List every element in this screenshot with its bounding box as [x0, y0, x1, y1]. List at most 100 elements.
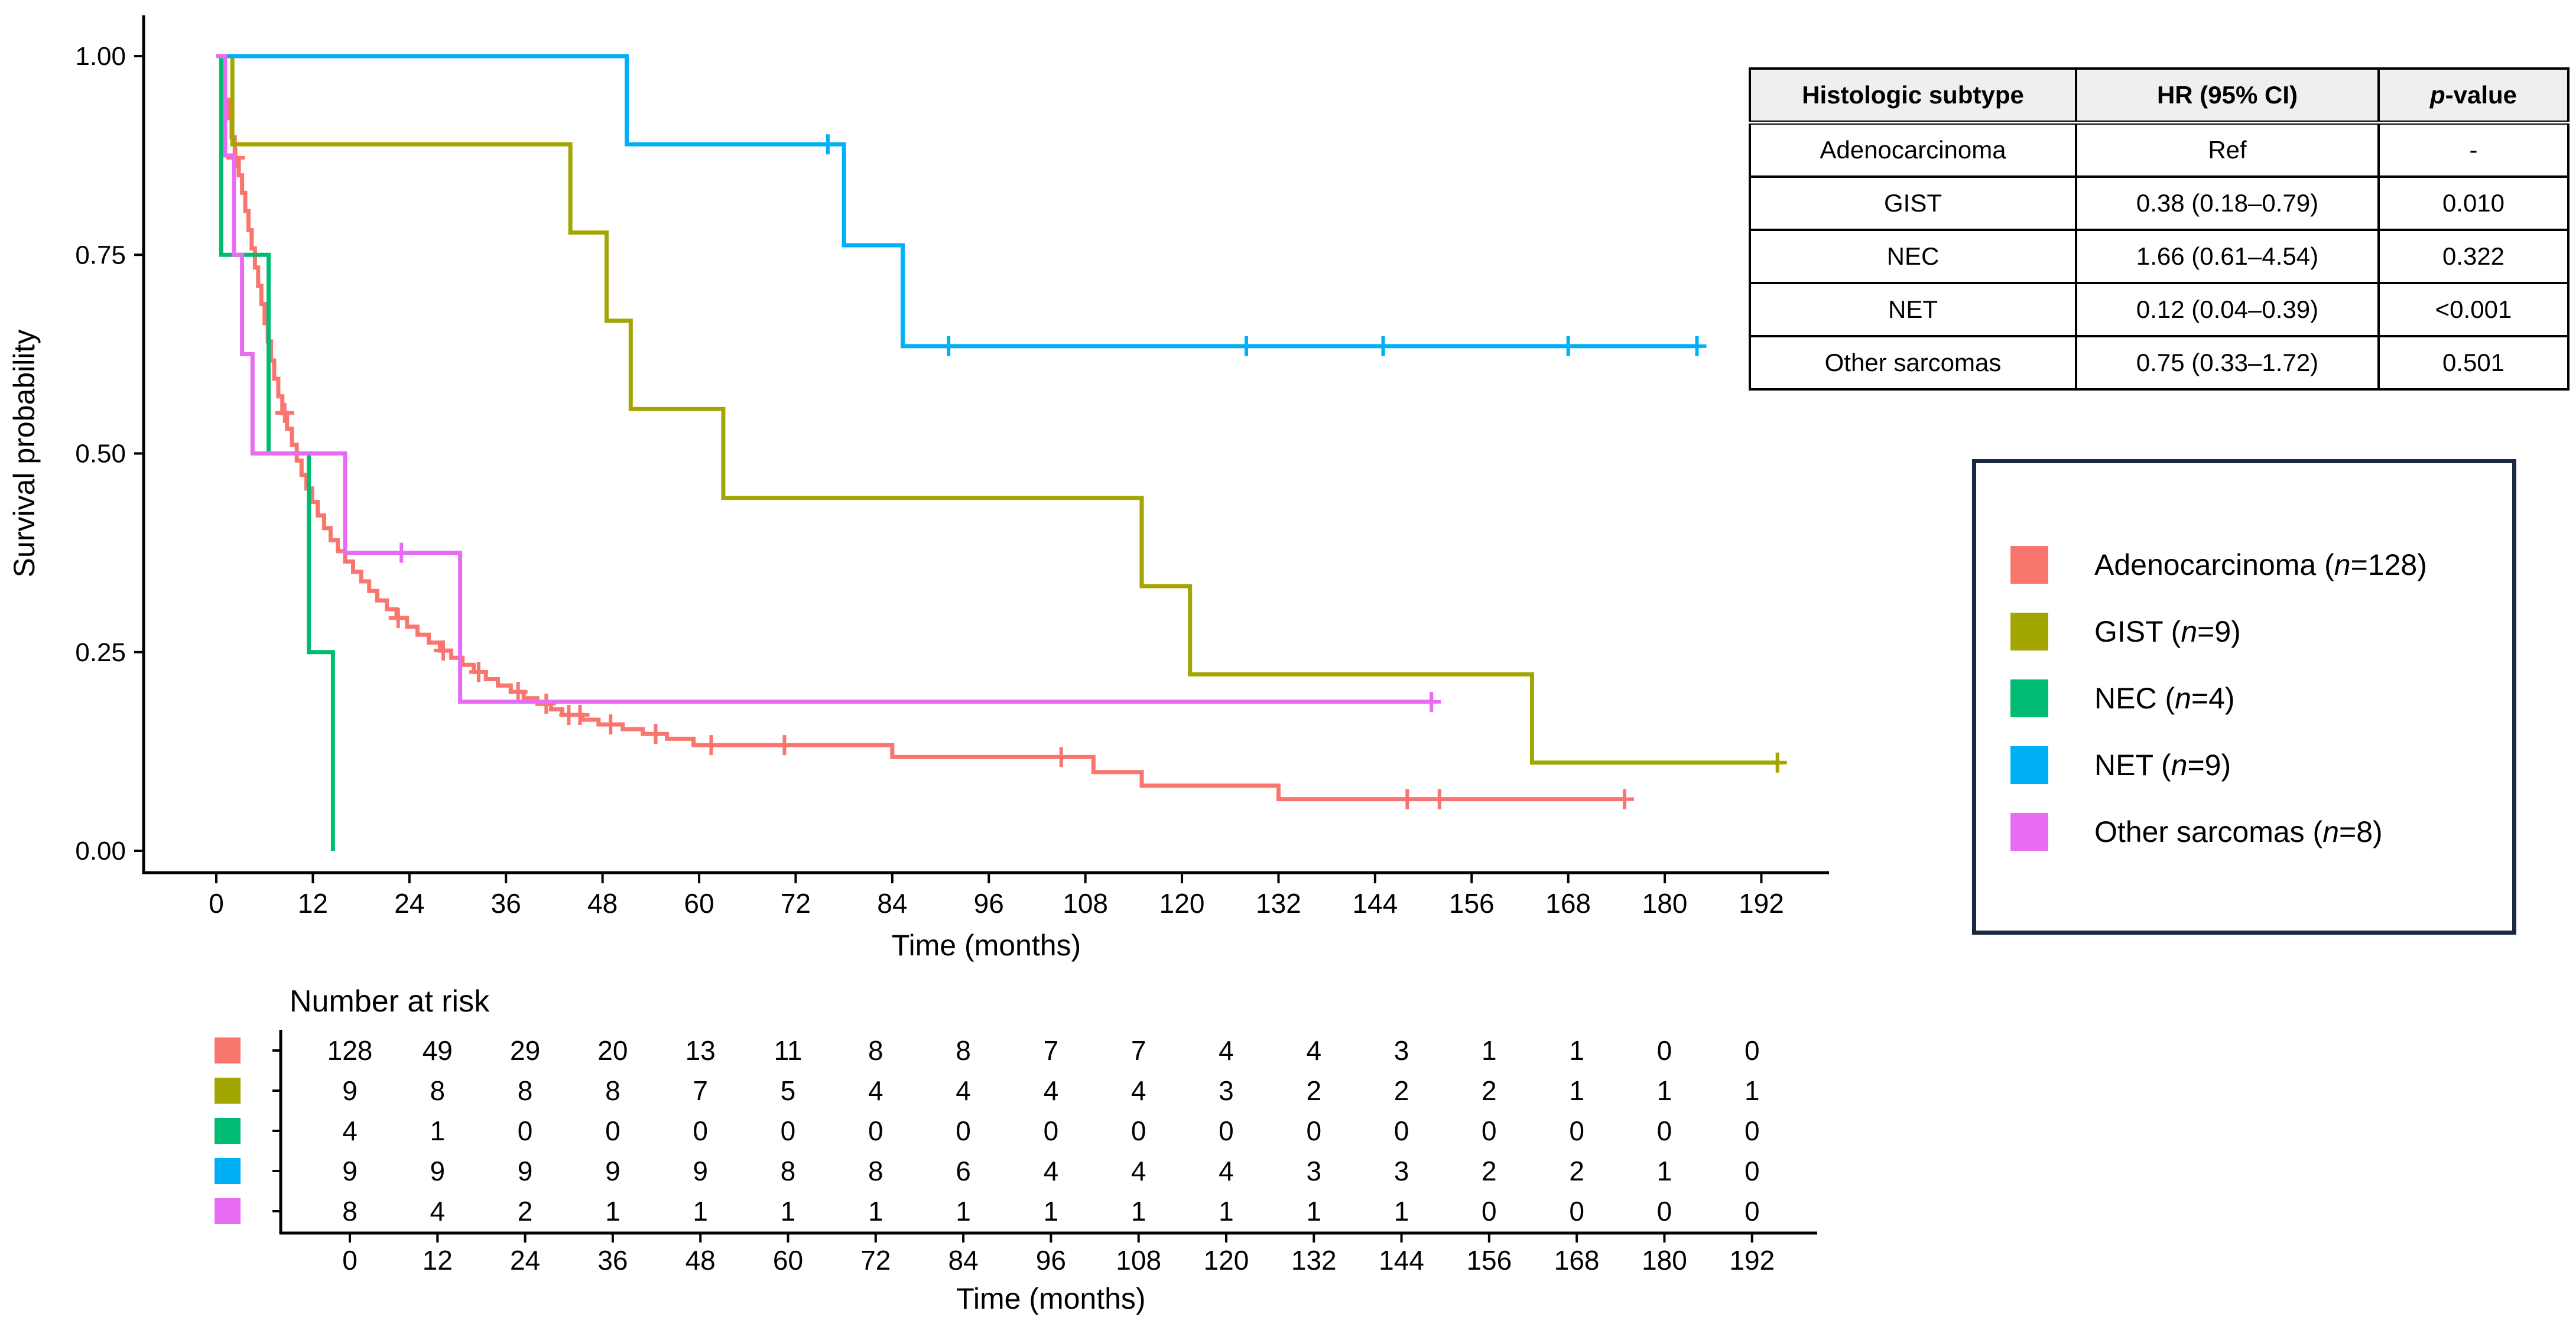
risk-count: 8	[868, 1156, 883, 1186]
risk-count: 7	[693, 1075, 708, 1106]
risk-x-tick-label: 144	[1379, 1245, 1424, 1276]
risk-count: 8	[518, 1075, 533, 1106]
risk-count: 0	[693, 1115, 708, 1146]
risk-count: 4	[868, 1075, 883, 1106]
risk-count: 0	[1657, 1115, 1672, 1146]
legend-label: GIST (n=9)	[2094, 614, 2241, 648]
hr-header-cell: HR (95% CI)	[2075, 67, 2380, 125]
risk-count: 2	[518, 1196, 533, 1227]
y-tick-label: 0.50	[75, 440, 126, 469]
risk-count: 8	[781, 1156, 796, 1186]
risk-count: 1	[1306, 1196, 1321, 1227]
legend-item-nec: NEC (n=4)	[1976, 665, 2512, 731]
survival-plot: 1.00 0.75 0.50 0.25 0.00 0 12 24 36 48 60 72 84 96 108…	[8, 15, 1829, 962]
risk-count: 9	[342, 1156, 358, 1186]
legend-item-gist: GIST (n=9)	[1976, 598, 2512, 665]
risk-count: 9	[518, 1156, 533, 1186]
legend-n-italic: n	[2171, 748, 2188, 782]
legend-n-italic: n	[2322, 815, 2340, 848]
risk-count: 2	[1482, 1156, 1497, 1186]
risk-count: 0	[1745, 1035, 1760, 1066]
risk-count: 0	[1745, 1115, 1760, 1146]
legend-n-italic: n	[2175, 681, 2191, 715]
risk-count: 0	[1569, 1196, 1584, 1227]
p-italic: p	[2429, 81, 2445, 109]
risk-row-swatch-nec	[215, 1118, 241, 1144]
hr-pvalue-cell: 0.322	[2377, 229, 2569, 284]
hr-value-cell: 0.38 (0.18–0.79)	[2075, 175, 2380, 231]
risk-count: 49	[423, 1035, 453, 1066]
hr-subtype-cell: GIST	[1749, 175, 2077, 231]
hr-table-body: Adenocarcinoma Ref - GIST 0.38 (0.18–0.79) 0.…	[1749, 121, 2569, 391]
risk-x-tick-label: 72	[860, 1245, 891, 1276]
legend-swatch	[2010, 812, 2048, 851]
hr-subtype-cell: NEC	[1749, 229, 2077, 284]
km-curve-other-sarcomas	[216, 54, 1432, 704]
risk-count: 0	[956, 1115, 971, 1146]
risk-x-tick-label: 60	[773, 1245, 803, 1276]
risk-count: 1	[1657, 1075, 1672, 1106]
risk-count: 0	[1482, 1115, 1497, 1146]
risk-count: 6	[956, 1156, 971, 1186]
risk-count: 11	[774, 1035, 803, 1066]
risk-count: 9	[342, 1075, 358, 1106]
risk-count: 7	[1044, 1035, 1059, 1066]
x-tick-label: 60	[684, 888, 714, 919]
risk-count: 0	[1657, 1035, 1672, 1066]
x-tick-label: 96	[974, 888, 1004, 919]
legend-items: Adenocarcinoma (n=128) GIST (n=9) NEC (n=4…	[1976, 531, 2512, 865]
risk-count: 4	[1306, 1035, 1321, 1066]
legend-item-adenocarcinoma: Adenocarcinoma (n=128)	[1976, 531, 2512, 598]
hr-header-cell: Histologic subtype	[1749, 67, 2077, 125]
risk-x-tick-label: 12	[423, 1245, 453, 1276]
legend-box: Adenocarcinoma (n=128) GIST (n=9) NEC (n=4…	[1972, 459, 2516, 935]
risk-x-tick-label: 0	[342, 1245, 358, 1276]
y-axis-title: Survival probability	[8, 330, 41, 578]
y-tick-label: 0.75	[75, 240, 126, 269]
x-tick-label: 192	[1739, 888, 1784, 919]
risk-count: 13	[686, 1035, 716, 1066]
risk-x-tick-label: 192	[1729, 1245, 1775, 1276]
y-tick-label: 1.00	[75, 42, 126, 71]
x-tick-label: 48	[587, 888, 618, 919]
legend-item-net: NET (n=9)	[1976, 731, 2512, 798]
risk-count: 0	[1394, 1115, 1409, 1146]
risk-count: 0	[1745, 1156, 1760, 1186]
risk-count: 0	[605, 1115, 621, 1146]
risk-count: 1	[605, 1196, 621, 1227]
hr-table-row: Adenocarcinoma Ref -	[1749, 121, 2569, 178]
x-tick-label: 120	[1159, 888, 1205, 919]
risk-count: 4	[1219, 1156, 1234, 1186]
risk-count: 20	[597, 1035, 628, 1066]
hr-subtype-cell: Adenocarcinoma	[1749, 121, 2077, 178]
risk-count: 128	[327, 1035, 373, 1066]
hr-pvalue-cell: 0.501	[2377, 335, 2569, 391]
risk-count: 0	[1745, 1196, 1760, 1227]
risk-count: 1	[430, 1115, 445, 1146]
risk-count: 1	[781, 1196, 796, 1227]
risk-x-tick-label: 36	[597, 1245, 628, 1276]
legend-label: NET (n=9)	[2094, 748, 2231, 782]
risk-count: 1	[1044, 1196, 1059, 1227]
hr-header-row: Histologic subtype HR (95% CI) p-value	[1749, 67, 2569, 125]
x-tick-label: 0	[209, 888, 224, 919]
legend-item-other-sarcomas: Other sarcomas (n=8)	[1976, 798, 2512, 865]
legend-label: Adenocarcinoma (n=128)	[2094, 548, 2427, 581]
risk-count: 4	[1131, 1156, 1146, 1186]
hr-table-row: NET 0.12 (0.04–0.39) <0.001	[1749, 282, 2569, 337]
risk-count: 1	[1745, 1075, 1760, 1106]
x-tick-label: 180	[1642, 888, 1688, 919]
risk-count: 4	[956, 1075, 971, 1106]
risk-count: 1	[1219, 1196, 1234, 1227]
risk-count: 0	[1131, 1115, 1146, 1146]
risk-count: 3	[1394, 1035, 1409, 1066]
risk-count: 4	[1044, 1075, 1059, 1106]
hr-value-cell: 1.66 (0.61–4.54)	[2075, 229, 2380, 284]
risk-count: 1	[1482, 1035, 1497, 1066]
risk-count: 5	[781, 1075, 796, 1106]
risk-x-tick-label: 24	[510, 1245, 540, 1276]
risk-count: 0	[518, 1115, 533, 1146]
risk-x-tick-label: 108	[1116, 1245, 1161, 1276]
risk-count: 3	[1306, 1156, 1321, 1186]
